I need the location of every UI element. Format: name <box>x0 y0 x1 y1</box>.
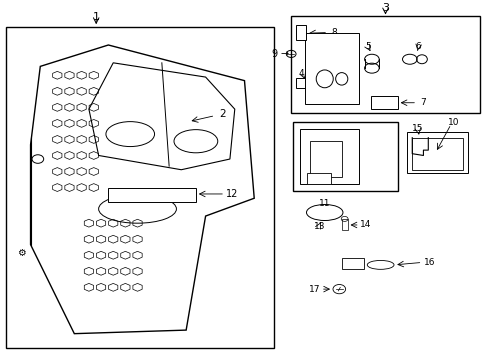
Text: 16: 16 <box>423 258 434 267</box>
Bar <box>341 258 363 269</box>
Text: 4: 4 <box>298 69 303 78</box>
Text: 3: 3 <box>381 3 388 13</box>
Text: 7: 7 <box>420 98 426 107</box>
Bar <box>295 78 305 88</box>
Bar <box>290 17 479 113</box>
Text: →: → <box>280 49 288 59</box>
Bar <box>305 32 358 104</box>
Text: 18: 18 <box>318 159 330 168</box>
Text: 14: 14 <box>360 220 371 229</box>
Bar <box>306 173 330 184</box>
Bar <box>407 132 467 173</box>
Text: 10: 10 <box>447 118 458 127</box>
Text: 17: 17 <box>308 285 320 294</box>
Bar <box>108 188 196 202</box>
Bar <box>295 26 305 40</box>
Bar <box>292 122 397 191</box>
Bar <box>6 27 273 348</box>
Text: 9: 9 <box>271 49 277 59</box>
Text: 12: 12 <box>225 189 238 199</box>
Text: 1: 1 <box>93 12 100 22</box>
Text: 6: 6 <box>415 42 421 51</box>
Bar <box>309 141 341 177</box>
Text: 11: 11 <box>318 199 330 208</box>
Text: 15: 15 <box>411 124 423 133</box>
Bar <box>341 219 347 230</box>
Bar <box>411 138 462 170</box>
Text: ⚙: ⚙ <box>18 248 26 258</box>
Text: 8: 8 <box>331 28 337 37</box>
Text: 13: 13 <box>313 222 325 231</box>
Text: 5: 5 <box>365 42 370 51</box>
Bar <box>300 129 358 184</box>
Text: 2: 2 <box>219 109 225 120</box>
Bar <box>370 96 397 109</box>
